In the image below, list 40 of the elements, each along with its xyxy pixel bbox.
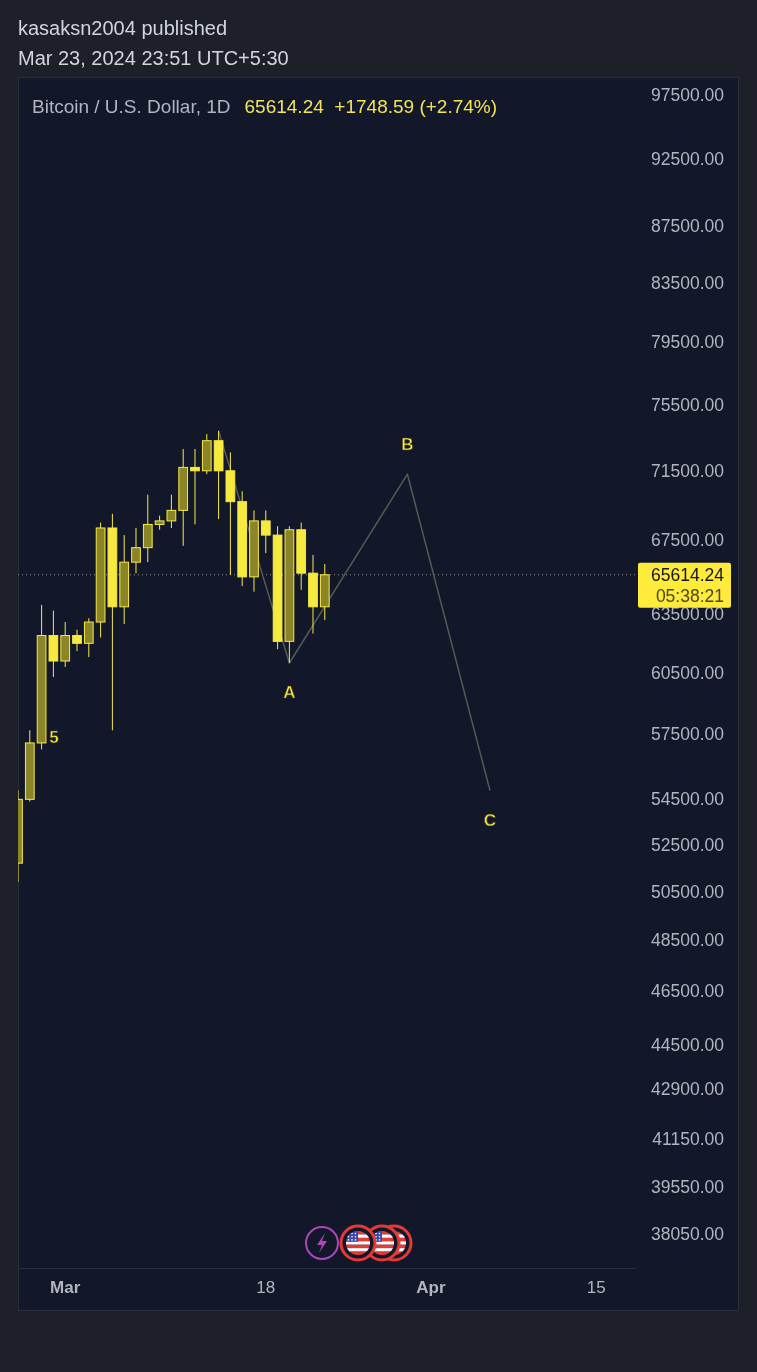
candlestick <box>260 509 271 554</box>
text: kasaksn2004 published <box>18 17 228 39</box>
ref-line-label: 65614.24 05:38:21 <box>651 564 725 606</box>
y-tick-label: 97500.00 <box>651 85 725 106</box>
y-tick-label: 71500.00 <box>651 460 725 481</box>
y-tick-label: 38050.00 <box>651 1224 725 1245</box>
y-tick-label: 41150.00 <box>652 1129 725 1150</box>
annotation: B <box>401 434 414 454</box>
candlestick <box>83 617 94 658</box>
y-tick-label: 83500.00 <box>651 273 725 294</box>
annotation: A <box>283 683 296 703</box>
candlestick <box>72 629 82 652</box>
y-tick-label: 42900.00 <box>651 1078 725 1099</box>
y-tick-label: 79500.00 <box>651 332 725 353</box>
y-tick-label: 63500.00 <box>651 604 725 625</box>
annotation: 5 <box>49 728 59 748</box>
y-tick-label: 46500.00 <box>651 981 725 1002</box>
y-tick-label: 75500.00 <box>651 394 725 415</box>
candlestick <box>131 527 141 574</box>
y-tick-label: 60500.00 <box>651 662 725 683</box>
annotation: C <box>483 810 497 830</box>
y-tick-label: 48500.00 <box>651 930 725 951</box>
text: 65614.24 +1748.59 (+2.74%) <box>244 95 498 117</box>
y-tick-label: 54500.00 <box>651 789 725 810</box>
text: Mar 23, 2024 23:51 UTC+5:30 <box>18 47 289 69</box>
text: Bitcoin / U.S. Dollar, 1D <box>32 95 231 117</box>
x-tick-label: 15 <box>586 1277 606 1297</box>
y-tick-label: 67500.00 <box>651 530 725 551</box>
x-tick-label: Apr <box>416 1277 446 1297</box>
y-tick-label: 92500.00 <box>651 149 725 170</box>
y-tick-label: 87500.00 <box>651 216 725 237</box>
y-tick-label: 52500.00 <box>651 834 725 855</box>
x-tick-label: Mar <box>50 1277 81 1297</box>
y-tick-label: 44500.00 <box>651 1034 725 1055</box>
candlestick <box>190 448 200 525</box>
y-tick-label: 57500.00 <box>651 724 725 745</box>
x-tick-label: 18 <box>256 1277 276 1297</box>
y-tick-label: 39550.00 <box>651 1177 725 1198</box>
y-tick-label: 50500.00 <box>651 881 725 902</box>
candlestick <box>142 494 153 563</box>
